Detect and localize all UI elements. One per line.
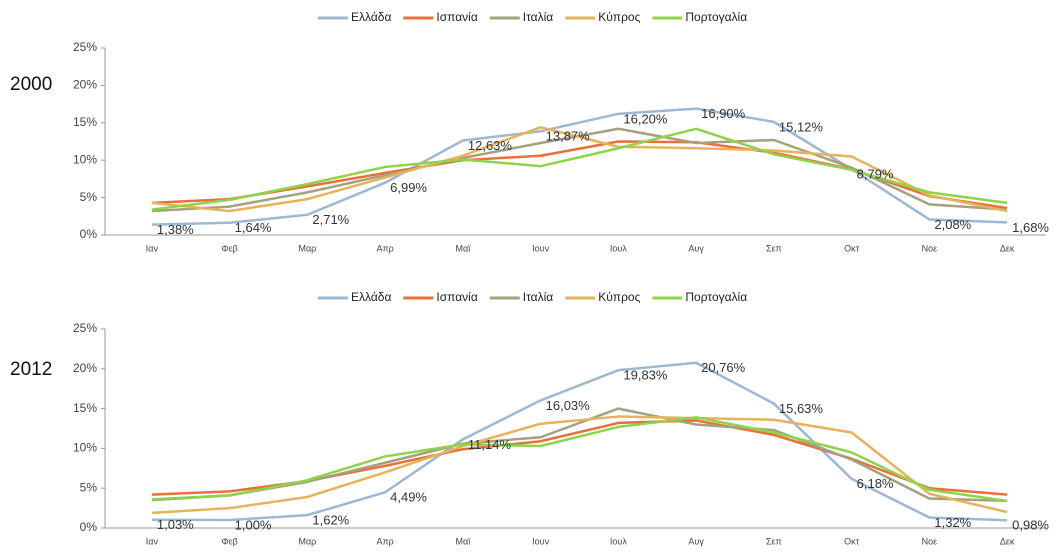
data-label: 16,20% [623, 111, 668, 126]
data-label: 1,62% [312, 513, 349, 528]
series-line [151, 127, 1008, 211]
y-tick-label: 0% [80, 227, 98, 241]
x-tick-label: Φεβ [221, 243, 237, 253]
series-line [151, 416, 1008, 503]
x-tick-label: Σεπ [766, 536, 782, 546]
x-tick-label: Μαρ [298, 243, 316, 253]
legend-label: Κύπρος [598, 290, 640, 304]
x-tick-label: Δεκ [1000, 243, 1015, 253]
y-tick-label: 20% [73, 361, 97, 375]
x-tick-label: Δεκ [1000, 536, 1015, 546]
legend-label: Ισπανία [436, 10, 477, 24]
legend-label: Κύπρος [598, 10, 640, 24]
x-tick-label: Μαϊ [456, 536, 472, 546]
data-label: 1,32% [934, 515, 971, 530]
series-line [151, 407, 1008, 503]
x-tick-label: Μαϊ [456, 243, 472, 253]
x-tick-label: Νοε [922, 536, 938, 546]
x-tick-label: Ιουλ [610, 536, 627, 546]
legend-label: Ιταλία [523, 10, 554, 24]
data-label: 13,87% [546, 129, 591, 144]
x-tick-label: Απρ [376, 536, 393, 546]
series-line [151, 415, 1008, 515]
x-tick-label: Οκτ [844, 243, 860, 253]
data-label: 6,99% [390, 180, 427, 195]
data-label: 1,38% [157, 222, 194, 237]
legend-label: Πορτογαλία [685, 290, 747, 304]
x-tick-label: Αυγ [688, 536, 704, 546]
data-label: 1,68% [1012, 220, 1049, 235]
series-line [151, 361, 1008, 522]
y-tick-label: 15% [73, 115, 97, 129]
x-tick-label: Ιουν [532, 536, 549, 546]
side-label: 2000 [10, 74, 52, 95]
x-tick-label: Σεπ [766, 243, 782, 253]
data-label: 2,08% [934, 217, 971, 232]
data-label: 1,00% [235, 517, 272, 532]
x-tick-label: Ιουν [532, 243, 549, 253]
data-label: 19,83% [623, 368, 668, 383]
y-tick-label: 10% [73, 441, 97, 455]
legend-label: Ελλάδα [351, 10, 391, 24]
y-tick-label: 10% [73, 152, 97, 166]
legend-label: Πορτογαλία [685, 10, 747, 24]
x-tick-label: Απρ [376, 243, 393, 253]
x-tick-label: Μαρ [298, 536, 316, 546]
y-tick-label: 5% [80, 190, 98, 204]
legend-label: Ιταλία [523, 290, 554, 304]
data-label: 16,03% [546, 398, 591, 413]
legend-label: Ελλάδα [351, 290, 391, 304]
y-tick-label: 20% [73, 78, 97, 92]
data-label: 11,14% [468, 437, 512, 452]
data-label: 8,79% [857, 167, 894, 182]
x-tick-label: Φεβ [221, 536, 237, 546]
data-label: 4,49% [390, 490, 427, 505]
x-tick-label: Ιουλ [610, 243, 627, 253]
data-label: 16,90% [701, 106, 746, 121]
data-label: 1,64% [235, 220, 272, 235]
y-tick-label: 5% [80, 480, 98, 494]
side-label: 2012 [10, 359, 52, 380]
x-tick-label: Αυγ [688, 243, 704, 253]
y-tick-label: 15% [73, 401, 97, 415]
data-label: 6,18% [857, 476, 894, 491]
data-label: 2,71% [312, 212, 349, 227]
y-tick-label: 0% [80, 520, 98, 534]
data-label: 12,63% [468, 138, 513, 153]
x-tick-label: Οκτ [844, 536, 860, 546]
x-tick-label: Ιαν [146, 536, 159, 546]
data-label: 15,12% [779, 119, 824, 134]
series-line [151, 107, 1008, 226]
x-tick-label: Ιαν [146, 243, 159, 253]
series-line [151, 126, 1008, 213]
y-tick-label: 25% [73, 321, 97, 335]
data-label: 20,76% [701, 360, 746, 375]
y-tick-label: 25% [73, 40, 97, 54]
data-label: 15,63% [779, 401, 824, 416]
legend-label: Ισπανία [436, 290, 477, 304]
x-tick-label: Νοε [922, 243, 938, 253]
data-label: 0,98% [1012, 518, 1049, 533]
data-label: 1,03% [157, 517, 194, 532]
